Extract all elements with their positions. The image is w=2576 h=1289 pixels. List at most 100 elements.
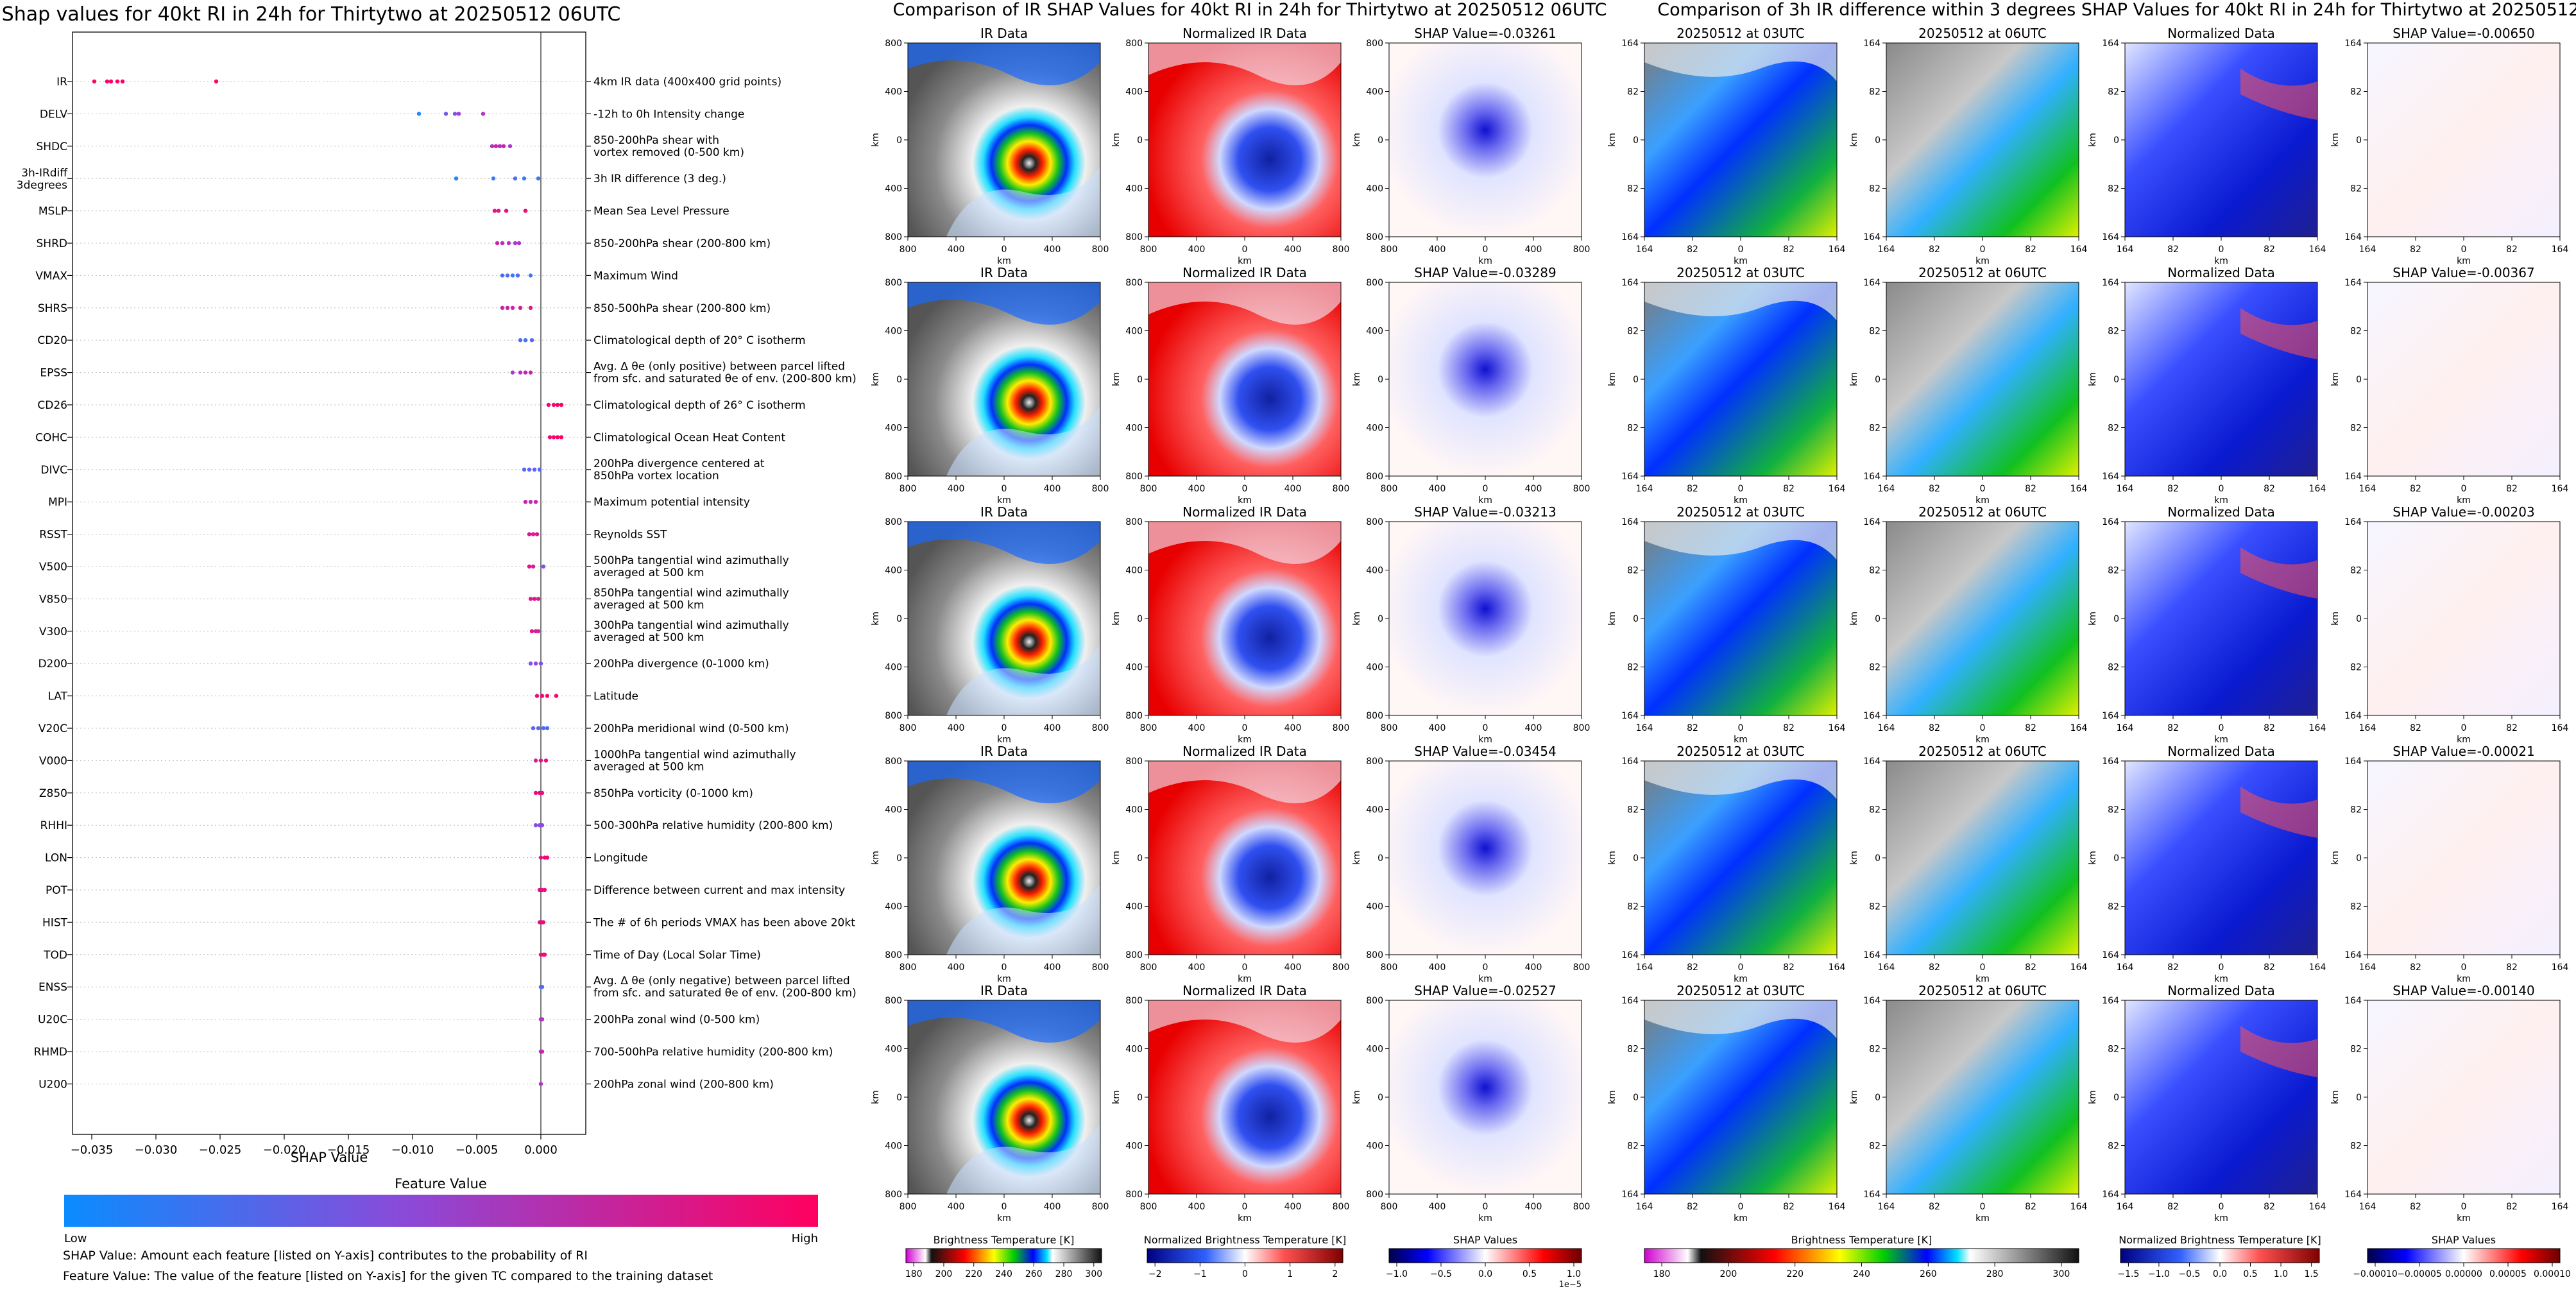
y-tick-label: 400 <box>1366 566 1383 576</box>
shap-point <box>518 338 523 343</box>
shap-point <box>510 370 515 375</box>
x-tick-label: 400 <box>1044 1202 1061 1212</box>
y-tick-label: 82 <box>2108 184 2119 194</box>
y-tick-label: 400 <box>1125 1045 1143 1055</box>
y-axis-label: km <box>1111 372 1122 386</box>
feature-label: U20C <box>38 1014 67 1027</box>
x-tick-label: 800 <box>1573 723 1591 733</box>
shap-point <box>529 629 534 633</box>
y-tick-label: 800 <box>885 232 902 243</box>
x-tick-label: 82 <box>2506 962 2518 973</box>
x-tick-label: 0 <box>1002 484 1007 494</box>
ir-cloud-band <box>1644 761 1837 799</box>
shap-point <box>481 112 486 116</box>
y-tick-label: 0 <box>896 614 902 624</box>
shap-point <box>531 564 536 569</box>
panel-title: Normalized IR Data <box>1182 265 1307 280</box>
feature-description: The # of 6h periods VMAX has been above … <box>593 916 855 929</box>
shap-point <box>513 176 518 181</box>
x-tick-label: 164 <box>2070 484 2088 494</box>
y-tick-label: 400 <box>1125 1141 1143 1152</box>
x-tick-label: 0 <box>1483 244 1488 255</box>
x-tick-label: 400 <box>1525 723 1542 733</box>
shap-point <box>452 112 457 116</box>
y-axis-label: km <box>2330 133 2341 147</box>
shap-point <box>541 564 546 569</box>
x-axis-label: km <box>1478 495 1492 506</box>
shap-point <box>456 112 461 116</box>
feature-label: 3h-IRdiff <box>21 167 68 180</box>
x-axis-label: km <box>1238 735 1252 745</box>
x-tick-label: 164 <box>1829 484 1846 494</box>
shap-point <box>510 305 515 310</box>
x-tick-label: 0.000 <box>524 1143 558 1157</box>
y-tick-label: 82 <box>2350 902 2362 912</box>
x-tick-label: 164 <box>1878 962 1895 973</box>
x-tick-label: 164 <box>2552 962 2569 973</box>
y-tick-label: 82 <box>1869 902 1881 912</box>
x-axis-label: km <box>1478 1213 1492 1224</box>
y-tick-label: 82 <box>2350 1045 2362 1055</box>
shap-ir-image <box>1389 522 1582 715</box>
shap-point <box>538 1082 543 1086</box>
x-tick-label: 400 <box>1284 962 1302 973</box>
feature-description: Difference between current and max inten… <box>593 884 845 897</box>
feature-label: LAT <box>47 690 67 703</box>
x-tick-label: 800 <box>1573 962 1591 973</box>
y-tick-label: 164 <box>1863 756 1881 767</box>
y-tick-label: 0 <box>1378 135 1383 146</box>
x-axis-label: km <box>1734 974 1748 984</box>
y-tick-label: 0 <box>1875 853 1881 864</box>
y-tick-label: 400 <box>885 1141 902 1152</box>
panel-title: SHAP Value=-0.03213 <box>1414 504 1556 520</box>
shap-point <box>536 597 541 601</box>
colorbar-tick-label: 1.0 <box>1567 1269 1581 1279</box>
feature-description: 500-300hPa relative humidity (200-800 km… <box>593 819 833 832</box>
y-tick-label: 800 <box>1366 711 1383 721</box>
x-axis-label: km <box>1478 974 1492 984</box>
x-tick-label: 164 <box>2359 962 2376 973</box>
shap-point <box>543 758 549 763</box>
ir-03utc-image <box>1644 761 1837 955</box>
colorbar-tick-label: 0.00005 <box>2489 1269 2527 1279</box>
feature-description: 3h IR difference (3 deg.) <box>593 173 726 185</box>
y-tick-label: 800 <box>1366 232 1383 243</box>
shap-ir-image <box>1389 1000 1582 1194</box>
shap-point <box>528 370 533 375</box>
colorbar <box>2367 1248 2561 1263</box>
x-axis-label: km <box>1734 1213 1748 1224</box>
x-tick-label: 164 <box>1829 962 1846 973</box>
x-tick-label: 0 <box>1242 1202 1248 1212</box>
x-tick-label: 164 <box>2309 1202 2326 1212</box>
x-tick-label: 164 <box>2070 244 2088 255</box>
y-tick-label: 82 <box>2108 663 2119 673</box>
x-tick-label: 800 <box>1333 484 1350 494</box>
x-tick-label: 0 <box>1483 962 1488 973</box>
x-tick-label: 400 <box>948 1202 965 1212</box>
feature-value-title: Feature Value <box>395 1176 487 1191</box>
x-tick-label: 400 <box>1044 484 1061 494</box>
x-tick-label: 800 <box>1573 244 1591 255</box>
x-tick-label: 800 <box>900 244 917 255</box>
shap-point <box>531 532 536 536</box>
y-tick-label: 0 <box>2113 853 2119 864</box>
x-tick-label: 400 <box>1525 962 1542 973</box>
y-tick-label: 400 <box>885 327 902 337</box>
y-tick-label: 164 <box>2102 1190 2119 1200</box>
x-tick-label: 400 <box>1525 244 1542 255</box>
y-axis-label: km <box>1111 851 1122 865</box>
y-axis-label: km <box>2088 1090 2098 1104</box>
panel-title: SHAP Value=-0.00203 <box>2393 504 2534 520</box>
ir-cloud-band <box>1644 1000 1837 1039</box>
panel-title: 20250512 at 06UTC <box>1918 983 2047 998</box>
colorbar <box>905 1248 1102 1263</box>
shap-point <box>531 726 536 731</box>
x-tick-label: 800 <box>1333 1202 1350 1212</box>
y-tick-label: 82 <box>1869 1141 1881 1152</box>
feature-description: 850hPa tangential wind azimuthally <box>593 586 789 599</box>
shap-point <box>214 79 219 84</box>
y-tick-label: 82 <box>2350 423 2362 434</box>
y-tick-label: 400 <box>885 902 902 912</box>
y-tick-label: 164 <box>2344 950 2362 960</box>
shap-point <box>559 435 564 440</box>
